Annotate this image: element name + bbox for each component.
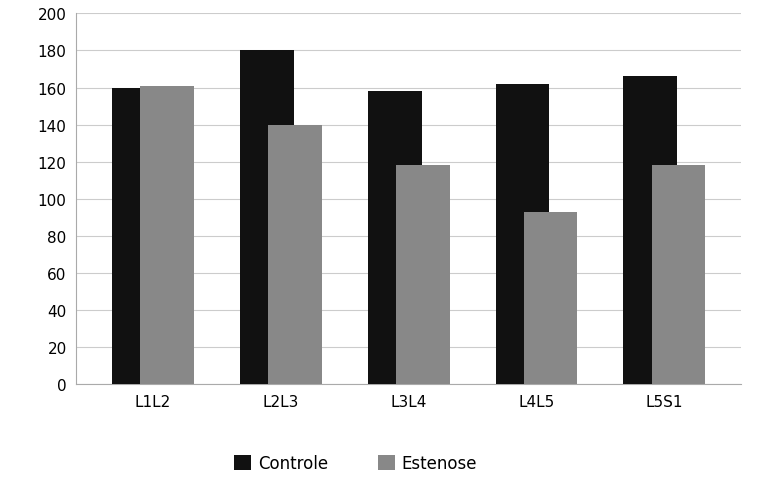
Bar [623,77,677,384]
Bar [652,166,705,384]
Bar [268,125,322,384]
Bar [496,84,549,384]
Bar [112,88,166,384]
Bar [524,212,578,384]
Bar [240,51,293,384]
Bar [141,86,194,384]
Legend: Controle, Estenose: Controle, Estenose [228,448,484,479]
Bar [367,92,422,384]
Bar [396,166,450,384]
